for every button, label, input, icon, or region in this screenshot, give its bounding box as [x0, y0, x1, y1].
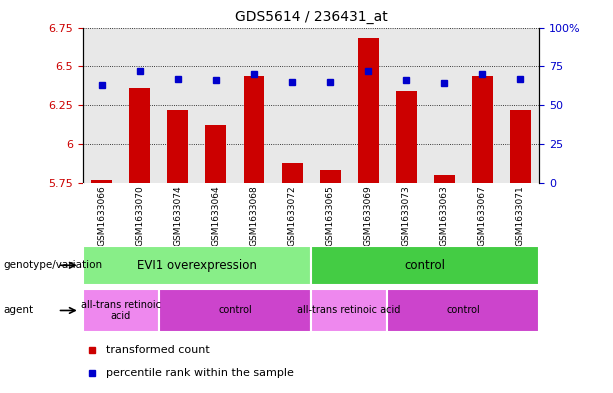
Bar	[311, 246, 539, 285]
Bar	[396, 91, 417, 183]
Text: GSM1633074: GSM1633074	[173, 185, 183, 246]
Bar	[281, 163, 303, 183]
Text: EVI1 overexpression: EVI1 overexpression	[137, 259, 257, 272]
Bar	[358, 39, 379, 183]
Bar	[91, 180, 112, 183]
Text: GSM1633064: GSM1633064	[211, 185, 221, 246]
Text: GSM1633065: GSM1633065	[326, 185, 335, 246]
Text: GSM1633070: GSM1633070	[135, 185, 144, 246]
Bar	[129, 88, 150, 183]
Text: GSM1633067: GSM1633067	[478, 185, 487, 246]
Text: all-trans retinoic
acid: all-trans retinoic acid	[81, 300, 161, 321]
Text: GSM1633073: GSM1633073	[402, 185, 411, 246]
Text: GSM1633072: GSM1633072	[287, 185, 297, 246]
Text: GSM1633068: GSM1633068	[249, 185, 259, 246]
Bar	[319, 170, 341, 183]
Bar	[311, 289, 387, 332]
Bar	[387, 289, 539, 332]
Bar	[83, 246, 311, 285]
Bar	[434, 175, 455, 183]
Text: all-trans retinoic acid: all-trans retinoic acid	[297, 305, 401, 316]
Text: percentile rank within the sample: percentile rank within the sample	[105, 368, 294, 378]
Text: GSM1633069: GSM1633069	[364, 185, 373, 246]
Text: GSM1633071: GSM1633071	[516, 185, 525, 246]
Bar	[83, 289, 159, 332]
Text: control: control	[446, 305, 480, 316]
Text: GSM1633066: GSM1633066	[97, 185, 106, 246]
Text: control: control	[405, 259, 446, 272]
Text: control: control	[218, 305, 252, 316]
Bar	[472, 75, 493, 183]
Text: agent: agent	[3, 305, 33, 316]
Title: GDS5614 / 236431_at: GDS5614 / 236431_at	[235, 10, 387, 24]
Bar	[159, 289, 311, 332]
Bar	[205, 125, 226, 183]
Text: GSM1633063: GSM1633063	[440, 185, 449, 246]
Bar	[510, 110, 531, 183]
Bar	[243, 75, 264, 183]
Text: genotype/variation: genotype/variation	[3, 260, 102, 270]
Text: transformed count: transformed count	[105, 345, 209, 355]
Bar	[167, 110, 188, 183]
